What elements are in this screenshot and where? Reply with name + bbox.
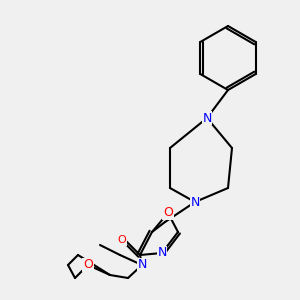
Text: O: O — [83, 259, 93, 272]
Text: N: N — [157, 247, 167, 260]
Text: N: N — [190, 196, 200, 208]
Text: N: N — [137, 259, 147, 272]
Text: N: N — [202, 112, 212, 124]
Text: O: O — [118, 235, 126, 245]
Text: O: O — [163, 206, 173, 220]
